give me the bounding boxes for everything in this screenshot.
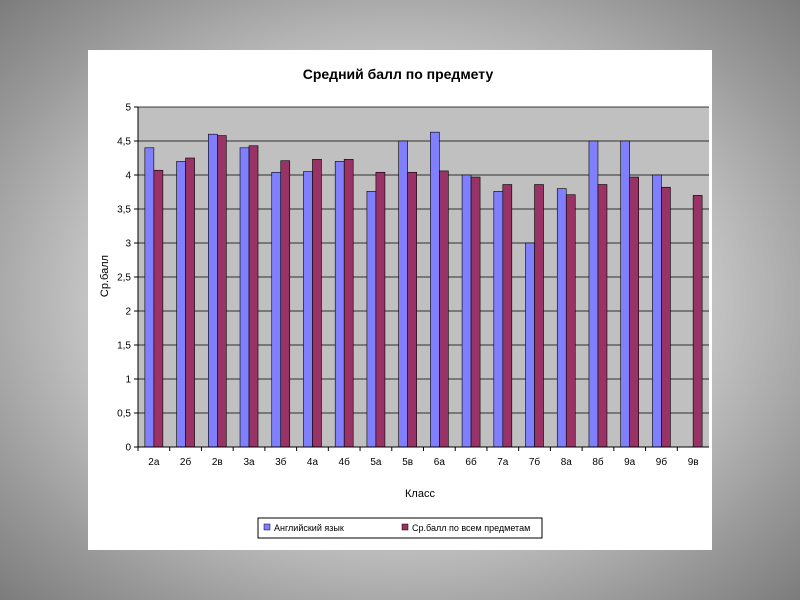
y-tick-label: 5 (125, 103, 131, 114)
legend-label-average: Ср.балл по всем предметам (412, 523, 530, 533)
gridlines (138, 106, 709, 448)
x-tick-label: 2а (148, 457, 160, 468)
bar-average (185, 157, 195, 448)
x-tick-label: 7б (529, 456, 541, 468)
bar-english (620, 140, 630, 448)
bar-chart: Средний балл по предмету 0 0,5 1 1,5 2 2,5 3 3,… (99, 66, 709, 539)
y-tick-label: 1 (125, 375, 131, 386)
legend-box (257, 517, 543, 539)
bar-average (153, 169, 164, 448)
y-tick-label: 1,5 (117, 341, 131, 352)
bar-english (334, 161, 345, 448)
x-tick-label: 6б (465, 456, 477, 468)
y-axis-title: Ср.балл (99, 255, 111, 297)
bar-english (525, 242, 535, 448)
bar-average (248, 145, 259, 448)
x-tick-label: 4б (339, 456, 351, 468)
x-tick-label: 2в (212, 457, 223, 468)
legend-swatch-average (401, 523, 409, 531)
bar-average (407, 171, 417, 448)
y-tick-labels: 0 0,5 1 1,5 2 2,5 3 3,5 4 4,5 5 (117, 103, 131, 454)
x-axis-title: Класс (405, 488, 435, 500)
bar-average (375, 171, 386, 448)
x-tick-label: 9в (688, 457, 699, 468)
x-tick-label: 4а (307, 457, 319, 468)
bar-average (343, 159, 354, 448)
x-tick-label: 8а (561, 457, 573, 468)
bars-group (144, 131, 703, 448)
bar-average (312, 159, 322, 448)
y-tick-label: 2,5 (117, 273, 131, 284)
y-tick-label: 4,5 (117, 137, 131, 148)
x-tick-label: 3б (275, 456, 287, 468)
bar-english (493, 191, 504, 448)
y-tick-label: 2 (125, 307, 131, 318)
bar-english (208, 133, 218, 448)
x-tick-label: 7а (497, 457, 509, 468)
bar-english (271, 171, 282, 448)
legend: Английский язык Ср.балл по всем предмета… (257, 517, 543, 539)
bar-english (176, 161, 186, 448)
bar-average (280, 160, 291, 448)
y-tick-label: 0 (125, 443, 131, 454)
bar-average (470, 176, 481, 448)
y-tick-label: 3 (125, 239, 131, 250)
y-tick-label: 3,5 (117, 205, 131, 216)
bar-english (239, 147, 250, 448)
bar-average (439, 170, 449, 448)
bar-english (588, 140, 599, 448)
x-tick-label: 5в (402, 457, 413, 468)
bar-average (661, 186, 671, 448)
bar-average (692, 195, 703, 448)
legend-swatch-english (263, 523, 271, 531)
legend-label-english: Английский язык (274, 523, 344, 533)
axes (134, 106, 709, 451)
y-tick-label: 4 (125, 171, 131, 182)
x-tick-label: 9б (656, 456, 668, 468)
bar-english (652, 174, 662, 448)
x-tick-label: 9а (624, 457, 636, 468)
bar-average (565, 194, 576, 448)
bar-average (217, 135, 227, 448)
bar-average (534, 184, 544, 448)
bar-english (398, 140, 408, 448)
bar-english (144, 147, 155, 448)
bar-average (629, 176, 639, 448)
x-tick-labels: 2а 2б 2в 3а 3б 4а 4б 5а 5в 6а 6б 7а 7б 8а 8б 9а 9б 9в (148, 456, 698, 468)
x-tick-label: 6а (434, 457, 446, 468)
bar-english (430, 131, 440, 448)
x-tick-label: 2б (180, 456, 192, 468)
bar-english (366, 191, 377, 448)
x-tick-label: 3а (243, 457, 255, 468)
bar-english (303, 171, 313, 448)
y-tick-label: 0,5 (117, 409, 131, 420)
x-tick-label: 5а (370, 457, 382, 468)
bar-average (597, 184, 608, 448)
bar-average (502, 184, 513, 448)
slide: Средний балл по предмету 0 0,5 1 1,5 2 2,5 3 3,… (88, 50, 712, 550)
bar-english (461, 174, 472, 448)
x-tick-label: 8б (592, 456, 604, 468)
bar-english (556, 188, 567, 448)
chart-title: Средний балл по предмету (303, 66, 494, 82)
